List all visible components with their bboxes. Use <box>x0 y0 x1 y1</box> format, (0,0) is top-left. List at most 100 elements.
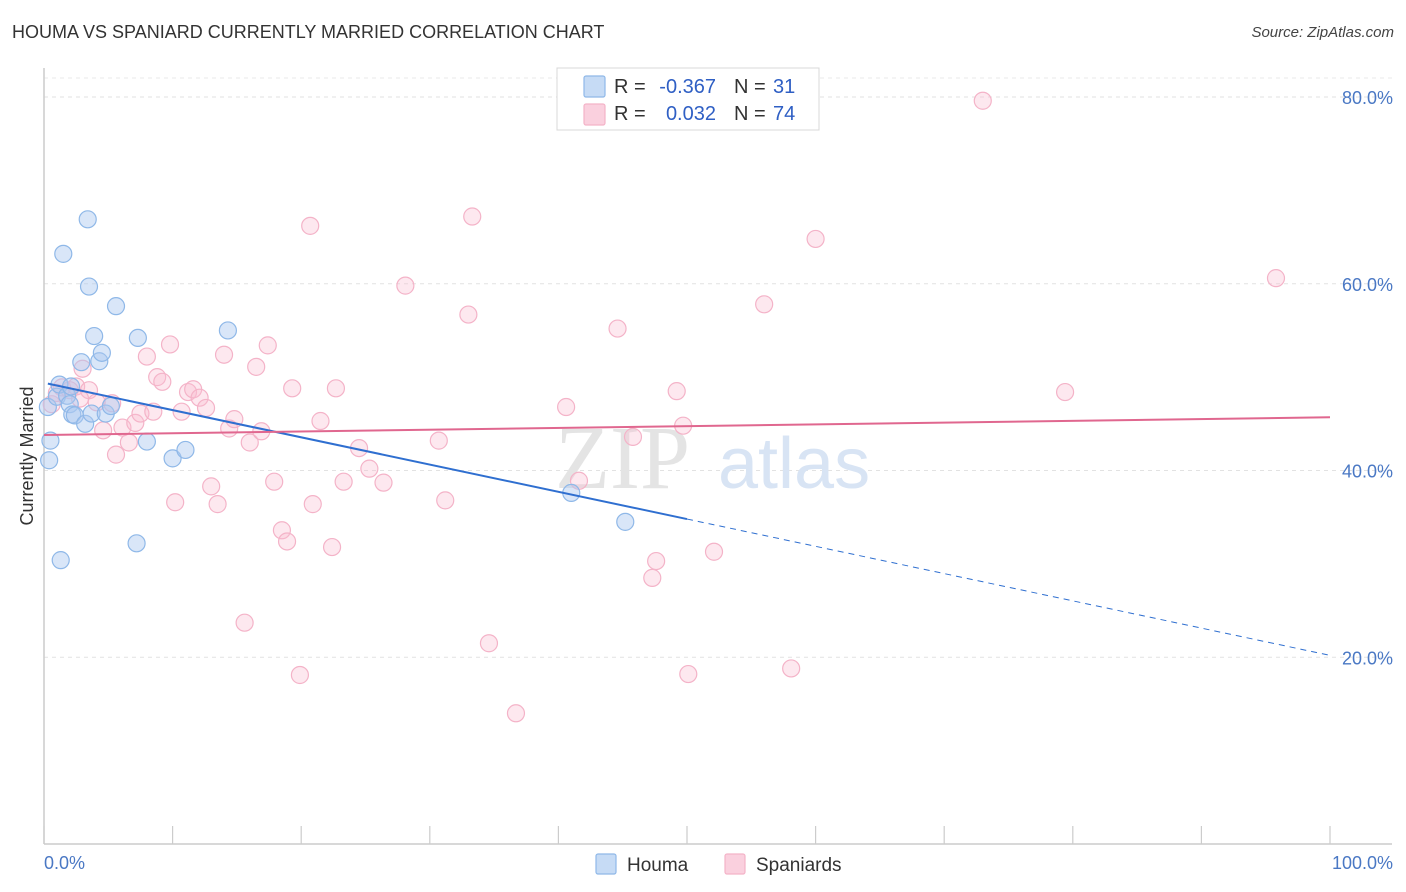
point-houma-6 <box>54 244 73 263</box>
x-tick-label-100: 100.0% <box>1332 853 1393 873</box>
point-spaniards-35 <box>265 472 284 491</box>
point-houma-24 <box>137 432 156 451</box>
y-tick-label-20: 20.0% <box>1342 648 1393 668</box>
point-spaniards-36 <box>272 521 292 540</box>
point-spaniards-51 <box>436 491 455 510</box>
point-spaniards-52 <box>459 305 478 324</box>
point-spaniards-61 <box>647 551 666 571</box>
point-houma-5 <box>51 551 70 570</box>
point-spaniards-32 <box>247 357 266 376</box>
point-spaniards-23 <box>190 388 209 407</box>
point-spaniards-48 <box>374 473 393 492</box>
legend-r-label-spaniards: R = <box>614 103 646 125</box>
series-houma <box>38 210 635 570</box>
point-spaniards-47 <box>360 459 379 478</box>
point-spaniards-37 <box>277 532 297 551</box>
watermark-atlas: atlas <box>718 424 870 504</box>
point-houma-25 <box>163 449 182 468</box>
point-spaniards-25 <box>202 477 221 496</box>
trend-lines <box>43 382 1331 656</box>
point-houma-21 <box>106 297 126 316</box>
x-ticks <box>43 826 1331 844</box>
point-spaniards-34 <box>258 336 277 355</box>
point-houma-23 <box>128 328 147 348</box>
point-spaniards-12 <box>126 413 145 432</box>
legend-r-value-spaniards: 0.032 <box>666 103 716 125</box>
point-spaniards-54 <box>479 634 499 653</box>
point-spaniards-45 <box>334 472 353 491</box>
point-spaniards-53 <box>463 207 482 226</box>
point-spaniards-64 <box>679 664 698 684</box>
point-houma-14 <box>79 277 99 296</box>
point-houma-18 <box>92 343 111 362</box>
point-houma-22 <box>127 534 146 553</box>
bottom-legend-swatch-spaniards <box>724 853 746 875</box>
point-spaniards-21 <box>178 382 198 402</box>
point-spaniards-68 <box>806 229 825 249</box>
point-spaniards-24 <box>196 398 216 418</box>
legend-r-label-houma: R = <box>614 76 646 98</box>
point-spaniards-4 <box>73 359 92 378</box>
y-tick-labels: 20.0% 40.0% 60.0% 80.0% <box>1342 88 1393 668</box>
source-label: Source: ZipAtlas.com <box>1251 24 1394 41</box>
legend-r-value-houma: -0.367 <box>659 76 716 98</box>
point-houma-11 <box>72 353 91 372</box>
point-spaniards-14 <box>137 347 156 366</box>
chart-title: HOUMA VS SPANIARD CURRENTLY MARRIED CORR… <box>12 22 605 42</box>
point-spaniards-7 <box>94 421 113 440</box>
point-spaniards-38 <box>283 379 302 398</box>
legend-n-label-houma: N = <box>734 76 766 98</box>
point-spaniards-42 <box>311 411 330 431</box>
point-spaniards-50 <box>429 431 448 450</box>
point-spaniards-30 <box>235 613 254 632</box>
point-spaniards-55 <box>506 704 526 723</box>
legend-n-value-spaniards: 74 <box>773 103 795 125</box>
point-spaniards-56 <box>557 397 576 417</box>
point-houma-1 <box>40 451 59 470</box>
point-spaniards-41 <box>303 495 322 514</box>
y-tick-label-80: 80.0% <box>1342 88 1393 108</box>
point-houma-2 <box>41 431 60 450</box>
point-houma-26 <box>176 440 195 460</box>
point-spaniards-67 <box>782 659 801 678</box>
trend-line-spaniards <box>43 416 1331 437</box>
watermark: ZIP atlas <box>555 409 870 508</box>
point-houma-20 <box>101 396 120 416</box>
y-axis-title: Currently Married <box>17 386 37 525</box>
x-tick-label-0: 0.0% <box>44 853 85 873</box>
point-spaniards-69 <box>973 91 992 110</box>
point-houma-0 <box>38 397 57 417</box>
point-houma-16 <box>85 326 104 346</box>
bottom-legend: Houma Spaniards <box>595 853 842 876</box>
point-houma-15 <box>82 404 101 423</box>
point-houma-29 <box>616 512 635 531</box>
point-spaniards-9 <box>106 445 126 464</box>
bottom-legend-swatch-houma <box>595 853 617 875</box>
legend-n-value-houma: 31 <box>773 76 795 98</box>
point-spaniards-27 <box>214 345 234 364</box>
axes <box>43 68 1392 845</box>
point-spaniards-17 <box>153 372 172 391</box>
point-spaniards-40 <box>301 216 320 235</box>
point-houma-13 <box>78 210 97 229</box>
point-spaniards-71 <box>1266 269 1286 288</box>
series-spaniards <box>42 91 1286 723</box>
point-spaniards-31 <box>240 433 259 452</box>
legend-swatch-houma <box>583 75 606 98</box>
point-spaniards-39 <box>290 665 310 685</box>
trend-line-houma <box>47 382 688 521</box>
point-houma-12 <box>76 414 95 433</box>
point-spaniards-18 <box>160 335 180 354</box>
point-spaniards-43 <box>322 537 342 557</box>
point-spaniards-62 <box>667 382 686 401</box>
bottom-legend-label-spaniards: Spaniards <box>756 855 842 876</box>
point-spaniards-19 <box>166 493 185 512</box>
point-houma-27 <box>218 321 237 340</box>
point-spaniards-59 <box>623 427 643 446</box>
y-tick-label-40: 40.0% <box>1342 462 1393 482</box>
gridlines <box>44 77 1392 658</box>
point-spaniards-70 <box>1055 382 1075 402</box>
point-spaniards-26 <box>208 495 227 514</box>
legend-swatch-spaniards <box>583 103 606 126</box>
